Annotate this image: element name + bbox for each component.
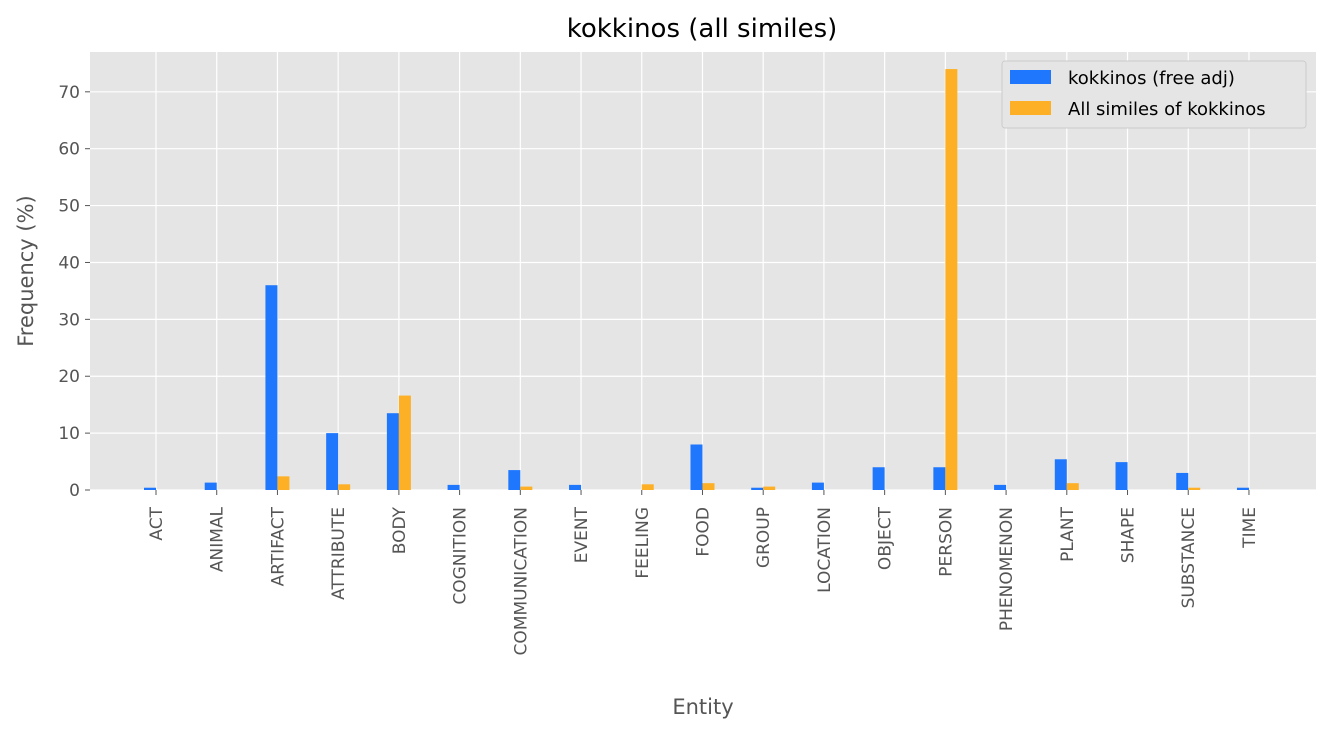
legend-box [1001,60,1307,129]
x-tick-label: FEELING [633,507,653,579]
x-tick-label: PERSON [936,507,956,577]
x-tick-label: TIME [1240,507,1260,549]
x-tick-label: ACT [147,506,167,540]
bar-all-similes [641,484,654,490]
x-tick-label: SHAPE [1119,507,1139,563]
x-tick-label: PLANT [1058,506,1078,561]
x-tick-label: BODY [390,506,410,554]
bar-free-adj [872,467,885,490]
y-tick-label: 70 [58,83,80,103]
bar-all-similes [277,476,290,490]
legend-swatch-free-adj [1010,70,1051,84]
x-tick-label: ARTIFACT [268,506,288,586]
bar-all-similes [398,395,411,490]
bar-all-similes [520,486,533,490]
bar-free-adj [1115,462,1128,490]
bars-group [144,69,1249,490]
x-tick-label: COGNITION [451,507,471,605]
bar-free-adj [994,484,1007,490]
bar-free-adj [265,285,278,490]
y-tick-label: 60 [58,140,80,160]
y-tick-label: 50 [58,197,80,217]
y-axis-ticks: 0 10 20 30 40 50 60 70 [58,83,90,501]
x-tick-label: EVENT [572,506,592,563]
bar-all-similes [338,484,351,490]
bar-free-adj [144,487,156,490]
bar-free-adj [204,482,217,490]
bar-free-adj [326,433,339,490]
bar-free-adj [933,467,946,490]
bar-free-adj [690,444,703,490]
legend-label-free-adj: kokkinos (free adj) [1068,68,1235,89]
bar-all-similes [1066,483,1079,490]
legend: kokkinos (free adj) All similes of kokki… [1001,60,1307,129]
x-tick-label: LOCATION [815,507,835,593]
bar-free-adj [1054,459,1067,490]
bar-free-adj [508,470,521,490]
bar-all-similes [1188,487,1201,490]
x-axis-ticks: ACT ANIMAL ARTIFACT ATTRIBUTE BODY COGNITION C… [147,490,1260,655]
legend-swatch-all-similes [1010,101,1051,115]
y-tick-label: 30 [58,310,80,330]
bar-all-similes [945,69,958,490]
x-tick-label: FOOD [693,507,713,557]
x-tick-label: OBJECT [876,506,896,570]
bar-free-adj [569,484,582,490]
bar-free-adj [751,487,764,490]
bar-all-similes [702,483,715,490]
chart-title: kokkinos (all similes) [567,14,838,44]
x-tick-label: ANIMAL [208,506,228,572]
x-tick-label: PHENOMENON [997,507,1017,631]
bar-free-adj [1176,472,1189,490]
x-tick-label: SUBSTANCE [1179,507,1199,608]
y-tick-label: 10 [58,424,80,444]
y-tick-label: 0 [69,481,80,501]
bar-all-similes [763,486,776,490]
bar-free-adj [811,482,824,490]
x-tick-label: GROUP [754,507,774,568]
bar-free-adj [447,484,460,490]
y-tick-label: 40 [58,253,80,273]
bar-free-adj [386,413,399,490]
bar-free-adj [1236,487,1249,490]
x-tick-label: COMMUNICATION [511,507,531,655]
y-tick-label: 20 [58,367,80,387]
x-axis-label: Entity [672,695,733,719]
x-tick-label: ATTRIBUTE [329,507,349,600]
legend-label-all-similes: All similes of kokkinos [1068,99,1266,120]
y-axis-label: Frequency (%) [14,195,38,347]
